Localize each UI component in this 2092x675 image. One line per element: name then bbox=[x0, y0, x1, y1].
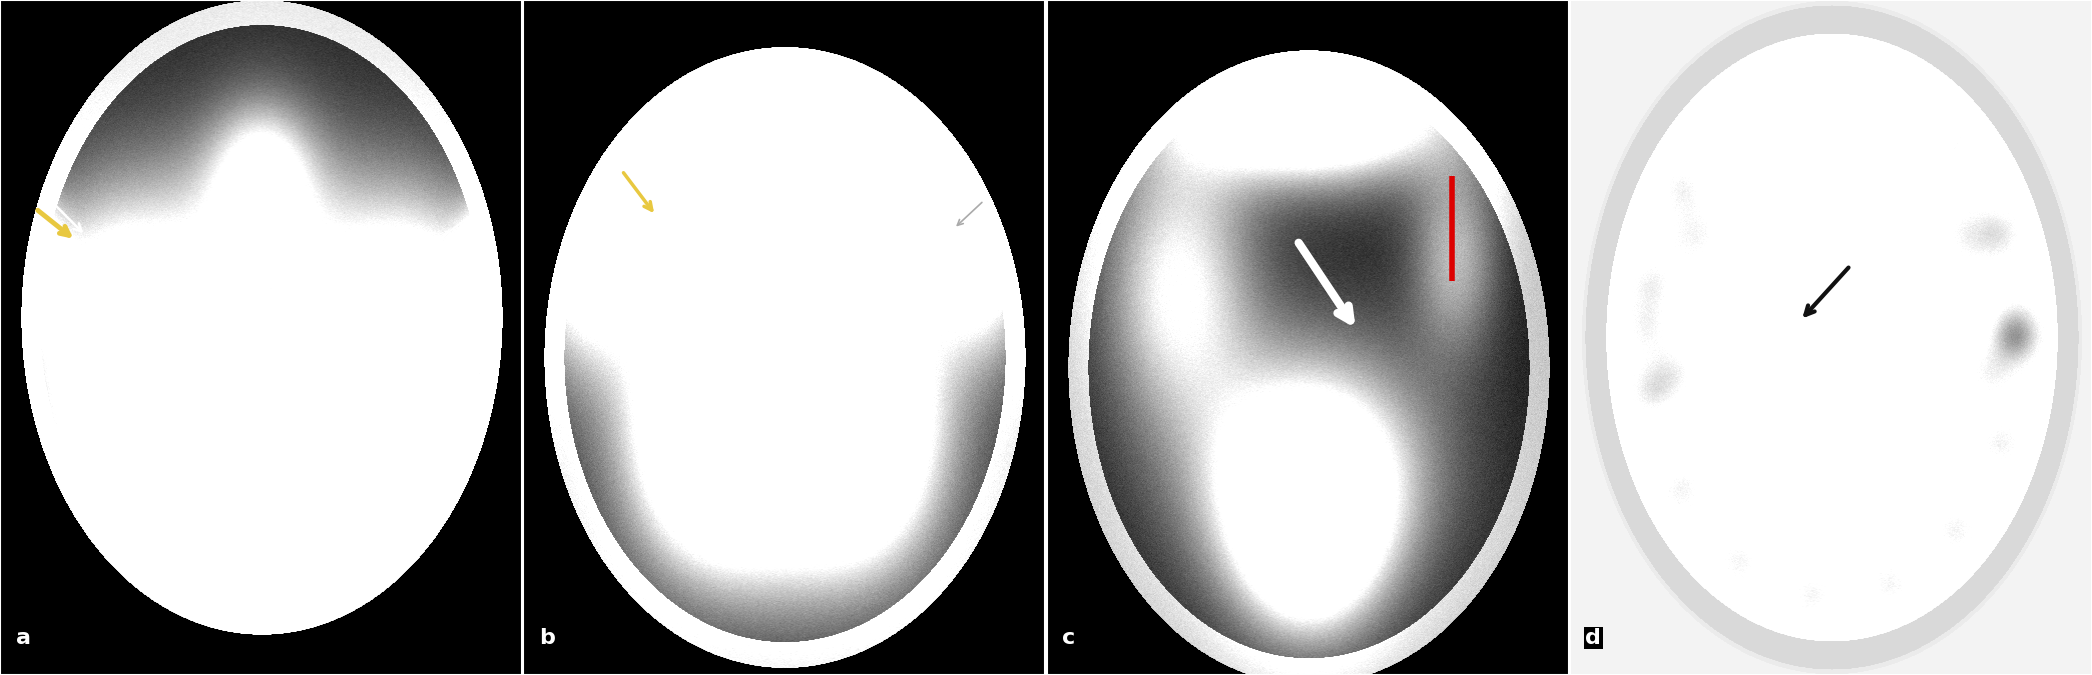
Text: c: c bbox=[1063, 628, 1075, 648]
Text: a: a bbox=[15, 628, 31, 648]
Text: b: b bbox=[540, 628, 554, 648]
Text: d: d bbox=[1586, 628, 1600, 648]
